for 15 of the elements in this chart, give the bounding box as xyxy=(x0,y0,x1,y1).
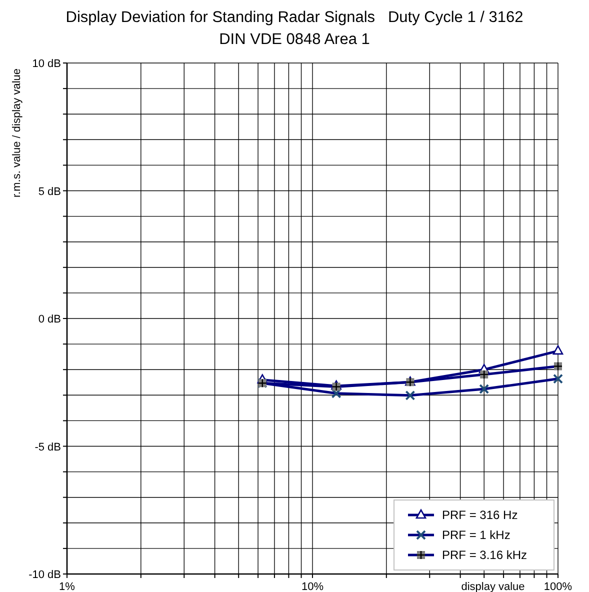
y-tick-label: 10 dB xyxy=(32,58,61,70)
x-axis-title: display value xyxy=(461,581,525,592)
chart-subtitle: DIN VDE 0848 Area 1 xyxy=(219,31,370,48)
x-tick-label: 100% xyxy=(544,581,572,592)
y-axis-title: r.m.s. value / display value xyxy=(11,68,23,198)
legend-label: PRF = 3.16 kHz xyxy=(442,548,528,562)
legend-label: PRF = 316 Hz xyxy=(442,508,518,522)
y-tick-label: 0 dB xyxy=(38,314,61,326)
y-tick-label: -5 dB xyxy=(34,441,61,454)
x-tick-label: 10% xyxy=(301,581,324,592)
y-tick-label: -10 dB xyxy=(28,569,61,581)
y-tick-label: 5 dB xyxy=(38,186,61,198)
chart-title: Display Deviation for Standing Radar Signals Duty Cycle 1 / 3162 xyxy=(66,9,524,26)
legend-label: PRF = 1 kHz xyxy=(442,528,510,542)
x-tick-label: 1% xyxy=(59,581,76,592)
